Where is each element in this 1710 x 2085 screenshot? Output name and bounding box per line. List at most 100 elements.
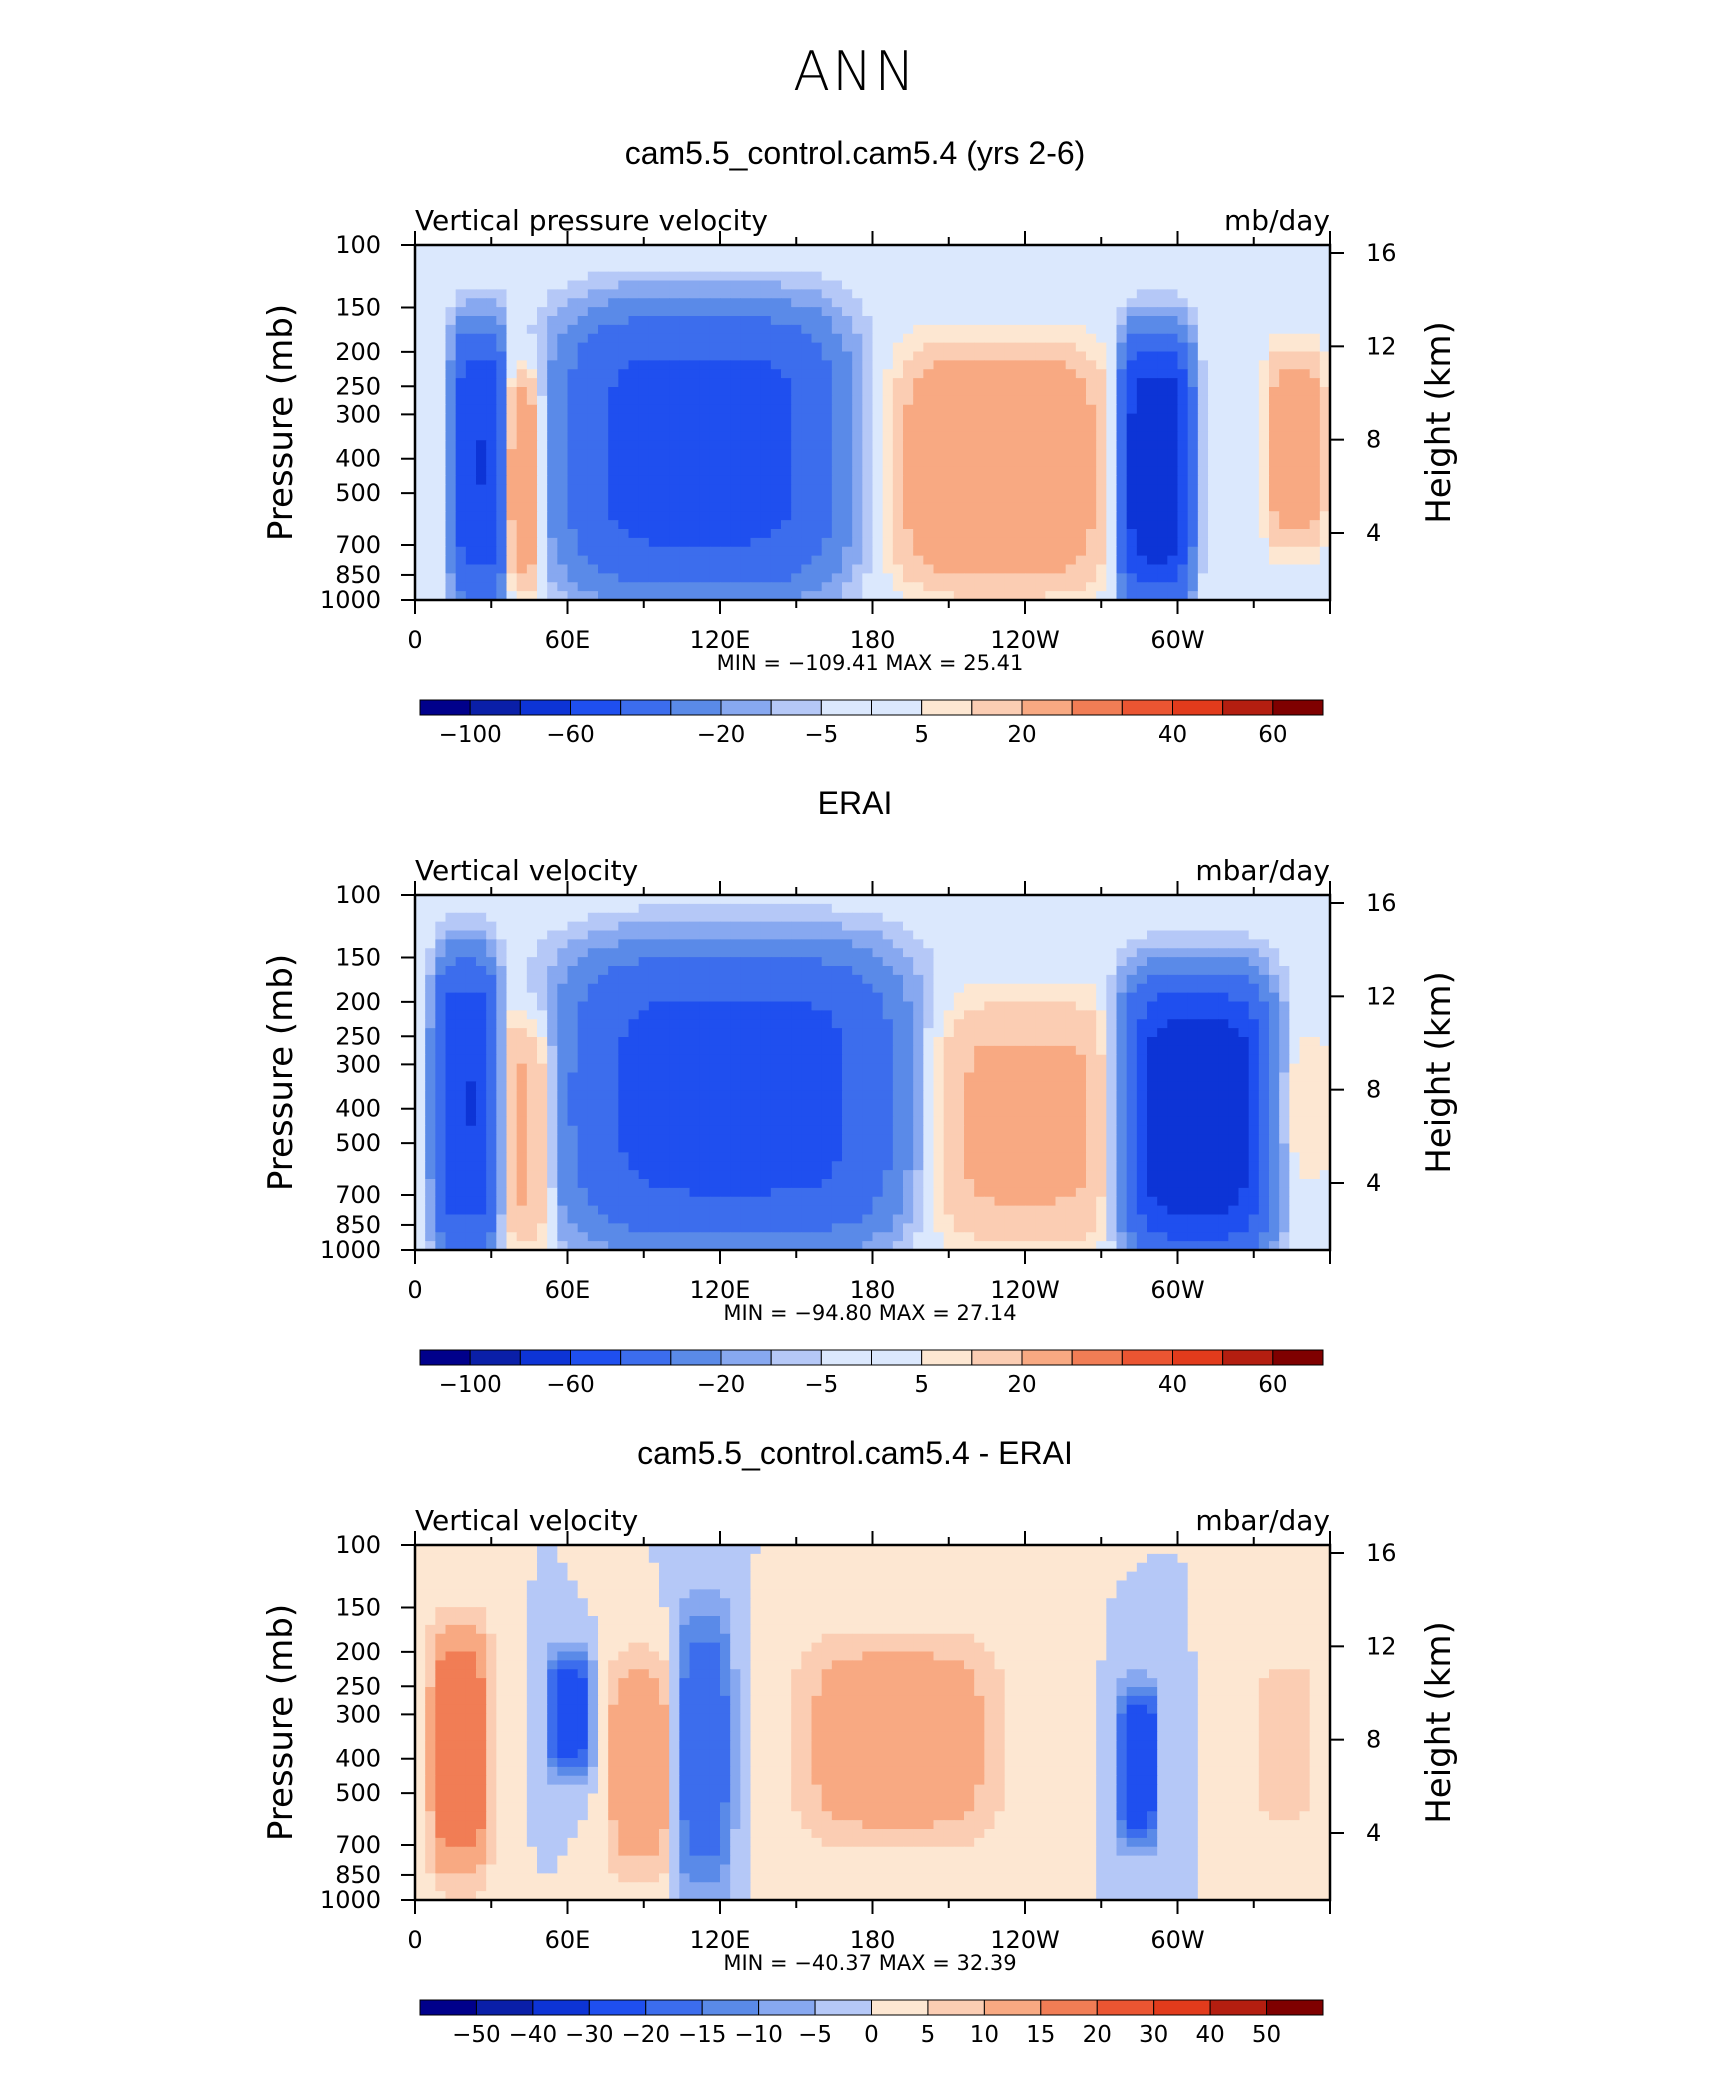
contour-cell xyxy=(893,582,904,591)
contour-cell xyxy=(1259,396,1270,405)
contour-cell xyxy=(740,913,751,922)
contour-cell xyxy=(781,511,792,520)
contour-cell xyxy=(842,931,853,940)
contour-cell xyxy=(1147,352,1158,361)
contour-cell xyxy=(1015,281,1026,290)
contour-cell xyxy=(862,458,873,467)
contour-cell xyxy=(771,387,782,396)
contour-cell xyxy=(1147,485,1158,494)
contour-cell xyxy=(1127,316,1138,325)
contour-cell xyxy=(1157,449,1168,458)
contour-cell xyxy=(771,396,782,405)
contour-cell xyxy=(690,984,701,993)
contour-cell xyxy=(923,281,934,290)
contour-cell xyxy=(1249,529,1260,538)
contour-cell xyxy=(801,405,812,414)
contour-cell xyxy=(527,352,538,361)
contour-cell xyxy=(1269,298,1280,307)
contour-cell xyxy=(862,352,873,361)
contour-cell xyxy=(608,272,619,281)
contour-cell xyxy=(690,254,701,263)
contour-cell xyxy=(649,325,660,334)
contour-cell xyxy=(873,975,884,984)
contour-cell xyxy=(649,582,660,591)
contour-cell xyxy=(710,316,721,325)
contour-cell xyxy=(1178,245,1189,254)
contour-cell xyxy=(588,931,599,940)
contour-cell xyxy=(425,405,436,414)
contour-cell xyxy=(974,966,985,975)
contour-cell xyxy=(537,520,548,529)
contour-cell xyxy=(1106,913,1117,922)
contour-cell xyxy=(873,922,884,931)
contour-cell xyxy=(822,931,833,940)
contour-cell xyxy=(466,396,477,405)
contour-cell xyxy=(578,913,589,922)
contour-cell xyxy=(1056,334,1067,343)
contour-cell xyxy=(679,396,690,405)
contour-cell xyxy=(659,582,670,591)
contour-cell xyxy=(944,502,955,511)
contour-cell xyxy=(710,547,721,556)
contour-cell xyxy=(1056,556,1067,565)
contour-cell xyxy=(1015,405,1026,414)
contour-cell xyxy=(1117,538,1128,547)
y-tick-label: 300 xyxy=(335,400,381,428)
contour-cell xyxy=(517,307,528,316)
contour-cell xyxy=(1045,904,1056,913)
contour-cell xyxy=(832,263,843,272)
contour-cell xyxy=(496,316,507,325)
contour-cell xyxy=(934,405,945,414)
contour-cell xyxy=(1239,1010,1250,1019)
contour-cell xyxy=(1117,975,1128,984)
contour-cell xyxy=(1249,298,1260,307)
contour-cell xyxy=(1259,378,1270,387)
contour-cell xyxy=(1076,538,1087,547)
contour-cell xyxy=(791,272,802,281)
contour-cell xyxy=(720,458,731,467)
contour-cell xyxy=(639,931,650,940)
contour-cell xyxy=(537,423,548,432)
contour-cell xyxy=(1269,467,1280,476)
contour-cell xyxy=(1096,369,1107,378)
contour-cell xyxy=(476,913,487,922)
contour-cell xyxy=(1208,369,1219,378)
contour-cell xyxy=(964,529,975,538)
contour-cell xyxy=(446,975,457,984)
contour-cell xyxy=(771,502,782,511)
contour-cell xyxy=(974,414,985,423)
contour-cell xyxy=(1178,378,1189,387)
contour-cell xyxy=(1005,895,1016,904)
contour-cell xyxy=(1198,405,1209,414)
contour-cell xyxy=(1147,396,1158,405)
contour-cell xyxy=(435,325,446,334)
contour-cell xyxy=(842,387,853,396)
contour-cell xyxy=(1056,904,1067,913)
contour-cell xyxy=(639,378,650,387)
contour-cell xyxy=(862,396,873,405)
contour-cell xyxy=(1005,414,1016,423)
contour-cell xyxy=(527,414,538,423)
contour-cell xyxy=(1005,939,1016,948)
contour-cell xyxy=(1300,975,1311,984)
contour-cell xyxy=(1056,289,1067,298)
contour-cell xyxy=(598,298,609,307)
contour-cell xyxy=(476,529,487,538)
contour-cell xyxy=(700,984,711,993)
contour-cell xyxy=(690,458,701,467)
contour-cell xyxy=(923,431,934,440)
contour-cell xyxy=(1167,440,1178,449)
contour-cell xyxy=(913,440,924,449)
contour-cell xyxy=(415,511,426,520)
contour-cell xyxy=(1208,289,1219,298)
contour-cell xyxy=(1096,565,1107,574)
contour-cell xyxy=(425,904,436,913)
contour-cell xyxy=(852,316,863,325)
contour-cell xyxy=(568,948,579,957)
contour-cell xyxy=(1198,957,1209,966)
contour-cell xyxy=(1096,254,1107,263)
contour-cell xyxy=(1157,913,1168,922)
contour-cell xyxy=(974,405,985,414)
contour-cell xyxy=(893,913,904,922)
contour-cell xyxy=(832,272,843,281)
